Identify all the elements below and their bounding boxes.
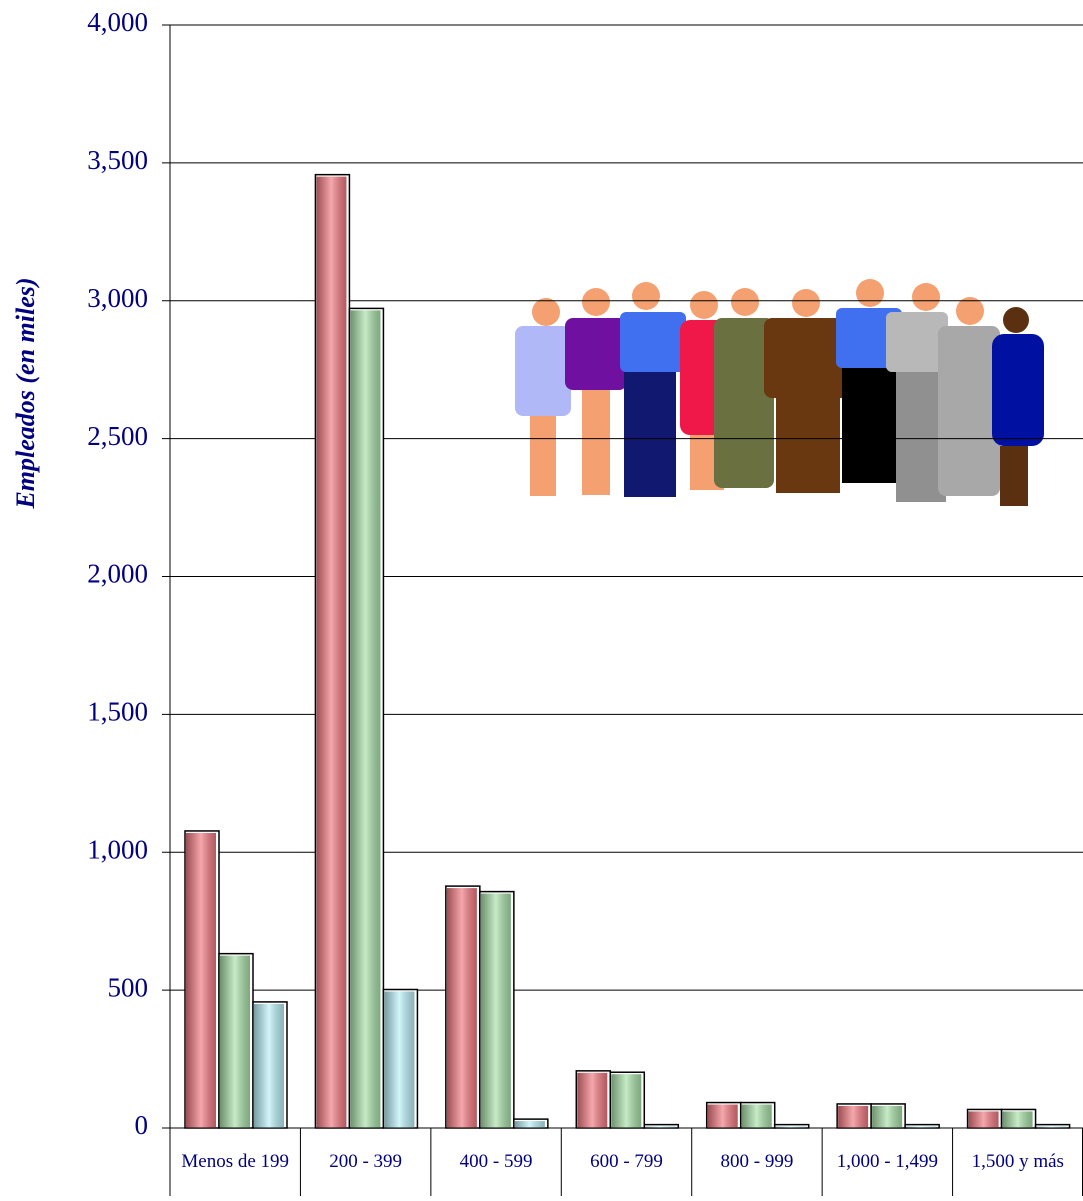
bar-shade — [350, 310, 380, 1128]
x-tick-label-box: Menos de 199 — [172, 1130, 298, 1194]
y-tick-label: 0 — [135, 1110, 149, 1140]
x-tick-label-box: 1,500 y más — [955, 1130, 1081, 1194]
page: Empleados (en miles) 0 500 1,000 1,500 2,000… — [0, 0, 1083, 1201]
bar-shade — [577, 1073, 607, 1128]
y-tick-label: 2,500 — [87, 421, 148, 451]
x-tick-label-box: 1,000 - 1,499 — [824, 1130, 950, 1194]
x-tick-label-box: 400 - 599 — [433, 1130, 559, 1194]
people-illustration — [515, 279, 1044, 506]
bar-shade — [220, 956, 250, 1128]
bar-shade — [481, 894, 511, 1128]
bar-shade — [611, 1074, 641, 1128]
y-axis-title: Empleados (en miles) — [11, 277, 40, 509]
x-tick-label: 1,500 y más — [955, 1130, 1081, 1194]
bar-shade — [515, 1121, 545, 1128]
x-tick-label: 600 - 799 — [563, 1130, 689, 1194]
bar-shade — [742, 1105, 772, 1128]
x-tick-label-box: 200 - 399 — [302, 1130, 428, 1194]
bar-shade — [708, 1105, 738, 1128]
bar-shade — [969, 1111, 999, 1128]
chart: Empleados (en miles) 0 500 1,000 1,500 2,000… — [0, 0, 1083, 1196]
x-tick-label: 800 - 999 — [694, 1130, 820, 1194]
bar-shade — [1003, 1111, 1033, 1128]
bar-shade — [254, 1004, 284, 1128]
bar-shade — [838, 1106, 868, 1128]
bar-shade — [384, 992, 414, 1128]
bar-shade — [316, 177, 346, 1128]
bar-shade — [447, 888, 477, 1128]
y-tick-label: 3,500 — [87, 145, 148, 175]
y-tick-label: 2,000 — [87, 559, 148, 589]
x-tick-label: Menos de 199 — [172, 1130, 298, 1194]
y-tick-label: 1,500 — [87, 697, 148, 727]
x-tick-label-box: 600 - 799 — [563, 1130, 689, 1194]
bar-shade — [872, 1106, 902, 1128]
y-tick-label: 4,000 — [87, 7, 148, 37]
x-tick-label: 200 - 399 — [302, 1130, 428, 1194]
x-tick-label: 400 - 599 — [433, 1130, 559, 1194]
x-tick-label: 1,000 - 1,499 — [824, 1130, 950, 1194]
bar-shade — [186, 833, 216, 1128]
y-tick-label: 500 — [108, 972, 149, 1002]
y-tick-label: 1,000 — [87, 834, 148, 864]
y-tick-label: 3,000 — [87, 283, 148, 313]
x-tick-label-box: 800 - 999 — [694, 1130, 820, 1194]
